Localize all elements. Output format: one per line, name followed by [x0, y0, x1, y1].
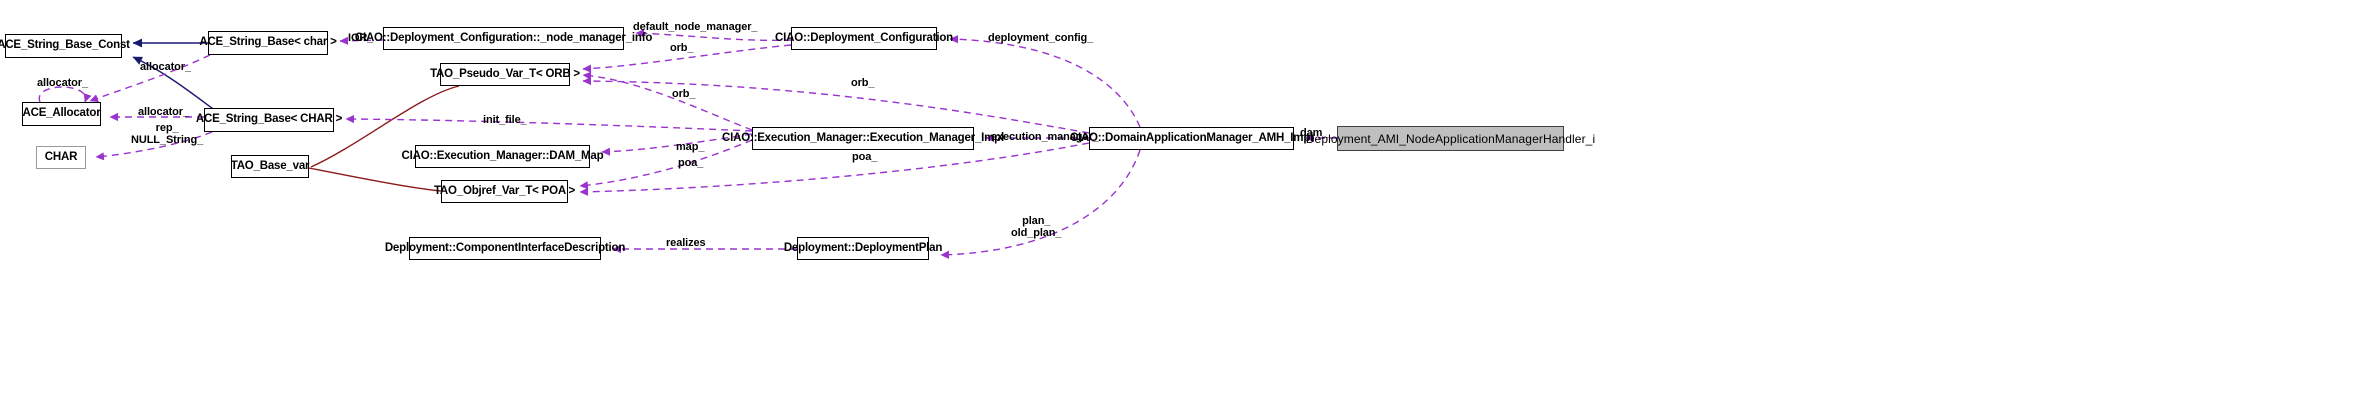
node-label: ACE_String_Base< CHAR > — [195, 113, 343, 126]
node-label: ACE_Allocator — [22, 107, 101, 120]
node-ace-string-base-char[interactable]: ACE_String_Base< char > — [199, 31, 337, 55]
node-label: Deployment_AMI_NodeApplicationManagerHan… — [1305, 131, 1596, 146]
node-label: TAO_Pseudo_Var_T< ORB > — [430, 67, 580, 80]
node-ace-string-base-CHAR[interactable]: ACE_String_Base< CHAR > — [196, 108, 342, 132]
node-label: CIAO::Execution_Manager::Execution_Manag… — [722, 131, 1004, 144]
node-char[interactable]: CHAR — [36, 146, 86, 169]
edge-usage-plan — [940, 149, 1141, 259]
edge-label-execution-manager: execution_manager_ — [991, 131, 1099, 143]
node-label: TAO_Objref_Var_T< POA > — [433, 184, 576, 197]
edge-usage-orb-2 — [582, 71, 753, 131]
edge-label-ior: IOR_ — [348, 32, 374, 44]
edge-label-poa-1: poa_ — [678, 157, 704, 169]
node-label: CIAO::DomainApplicationManager_AMH_Impl — [1069, 131, 1314, 144]
node-ace-string-base-const[interactable]: ACE_String_Base_Const — [0, 34, 130, 58]
edge-usage-map — [601, 133, 753, 156]
edge-label-rep-null-string: rep_ NULL_String_ — [131, 122, 204, 146]
edge-label-dam: dam_ — [1300, 127, 1329, 139]
edge-label-orb-3: orb_ — [851, 77, 875, 89]
edge-label-allocator-top: allocator_ — [140, 61, 191, 73]
edge-inherit-string-base-CHAR — [132, 56, 217, 112]
node-label: CIAO::Deployment_Configuration — [775, 31, 953, 44]
edge-usage-default-node-manager — [635, 29, 792, 42]
edge-usage-deployment-config — [949, 35, 1141, 128]
node-label: CIAO::Deployment_Configuration::_node_ma… — [354, 31, 653, 44]
node-label: TAO_Base_var — [230, 159, 310, 172]
edge-label-deployment-config: deployment_config_ — [988, 32, 1094, 44]
node-ciao-execution-manager-impl[interactable]: CIAO::Execution_Manager::Execution_Manag… — [722, 127, 1004, 150]
edge-label-allocator-self: allocator_ — [37, 77, 88, 89]
edge-usage-orb-1 — [582, 44, 792, 73]
node-label: CHAR — [44, 150, 78, 163]
edge-label-poa-2: poa_ — [852, 151, 878, 163]
edge-usage-allocator-char — [89, 54, 211, 103]
edge-label-orb-2: orb_ — [672, 88, 696, 100]
node-tao-base-var[interactable]: TAO_Base_var — [231, 155, 309, 178]
node-deployment-deployment-plan[interactable]: Deployment::DeploymentPlan — [784, 237, 942, 260]
edge-label-default-node-manager: default_node_manager_ — [633, 21, 758, 33]
edge-label-allocator-mid: allocator_ — [138, 106, 189, 118]
node-label: ACE_String_Base_Const — [0, 39, 130, 52]
edge-usage-poa-2 — [579, 142, 1090, 196]
node-tao-pseudo-var-t-orb[interactable]: TAO_Pseudo_Var_T< ORB > — [430, 63, 580, 86]
edge-label-plan-old-plan: plan_ old_plan_ — [1011, 215, 1062, 239]
edge-template-pseudo-var — [310, 85, 460, 168]
edge-usage-poa-1 — [579, 139, 753, 190]
node-ciao-domain-application-manager-amh-impl[interactable]: CIAO::DomainApplicationManager_AMH_Impl — [1070, 127, 1313, 150]
node-tao-objref-var-t-poa[interactable]: TAO_Objref_Var_T< POA > — [434, 180, 575, 203]
node-label: CIAO::Execution_Manager::DAM_Map — [401, 149, 604, 162]
edge-label-realizes: realizes — [666, 237, 706, 249]
node-label: Deployment::DeploymentPlan — [783, 241, 943, 254]
node-deployment-component-interface-description[interactable]: Deployment::ComponentInterfaceDescriptio… — [385, 237, 625, 260]
edge-usage-init-file — [345, 114, 753, 132]
node-ciao-deployment-configuration-node-manager-info[interactable]: CIAO::Deployment_Configuration::_node_ma… — [355, 27, 652, 50]
edge-allocator-self-loop — [38, 86, 92, 111]
node-ciao-execution-manager-dam-map[interactable]: CIAO::Execution_Manager::DAM_Map — [402, 145, 604, 168]
node-ciao-deployment-configuration[interactable]: CIAO::Deployment_Configuration — [775, 27, 953, 50]
node-deployment-ami-node-application-manager-handler-i[interactable]: Deployment_AMI_NodeApplicationManagerHan… — [1306, 126, 1595, 151]
edge-label-init-file: init_file_ — [483, 114, 527, 126]
node-label: ACE_String_Base< char > — [199, 36, 337, 49]
edge-usage-orb-3 — [582, 76, 1090, 134]
edge-template-objref-var — [308, 167, 442, 192]
edge-label-map: map_ — [676, 141, 705, 153]
edge-label-orb-1: orb_ — [670, 42, 694, 54]
node-ace-allocator[interactable]: ACE_Allocator — [22, 102, 101, 126]
node-label: Deployment::ComponentInterfaceDescriptio… — [384, 241, 626, 254]
